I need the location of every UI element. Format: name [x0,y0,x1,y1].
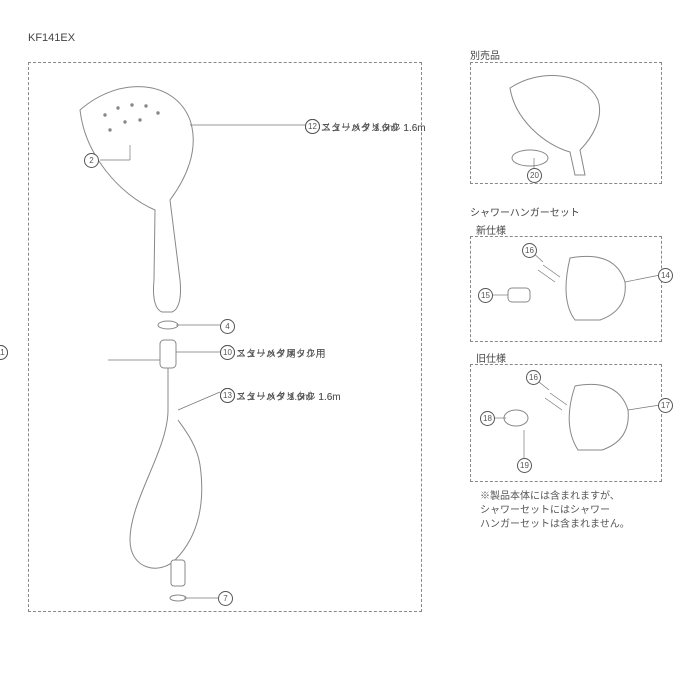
panel-hanger-title: シャワーハンガーセット [470,204,580,219]
callout-num-19: 19 [517,458,532,473]
panel-hanger-old [470,364,662,482]
callout-num-16b: 16 [526,370,541,385]
callout-num-17: 17 [658,398,673,413]
callout-num-18: 18 [480,411,495,426]
callout-label-13: ニューメタリック 1.6m [236,388,341,403]
callout-num-14: 14 [658,268,673,283]
panel-main [28,62,422,612]
callout-17: 17 [658,398,673,413]
callout-num-13: 13 [220,388,235,403]
callout-num-16a: 16 [522,243,537,258]
callout-12: 12 ニューメタリック 1.6m [305,119,426,134]
callout-num-15: 15 [478,288,493,303]
panel-optional-title: 別売品 [470,47,500,62]
callout-num-2: 2 [84,153,99,168]
callout-14: 14 [658,268,673,283]
panel-hanger-old-title: 旧仕様 [476,350,506,365]
callout-16b: 16 [526,370,541,385]
callout-num-7: 7 [218,591,233,606]
callout-label-10b: ニューメタリック用 [236,345,326,360]
panel-hanger-new [470,236,662,342]
panel-optional [470,62,662,184]
callout-18: 18 [480,411,495,426]
callout-num-4: 4 [220,319,235,334]
callout-15: 15 [478,288,493,303]
callout-16a: 16 [522,243,537,258]
callout-13: 13 ニューメタリック 1.6m [220,388,341,403]
callout-4: 4 [220,319,235,334]
callout-num-12: 12 [305,119,320,134]
callout-11b: ニューメタリック用 [0,345,8,360]
callout-num-20: 20 [527,168,542,183]
panel-hanger-new-title: 新仕様 [476,222,506,237]
footnote: ※製品本体には含まれますが、 シャワーセットにはシャワー ハンガーセットは含まれ… [480,490,630,532]
callout-20: 20 [527,168,542,183]
callout-2: 2 [84,153,99,168]
callout-label-12: ニューメタリック 1.6m [321,119,426,134]
callout-19: 19 [517,458,532,473]
callout-10b: ニューメタリック用 [220,345,326,360]
callout-7: 7 [218,591,233,606]
product-code: KF141EX [28,32,75,44]
